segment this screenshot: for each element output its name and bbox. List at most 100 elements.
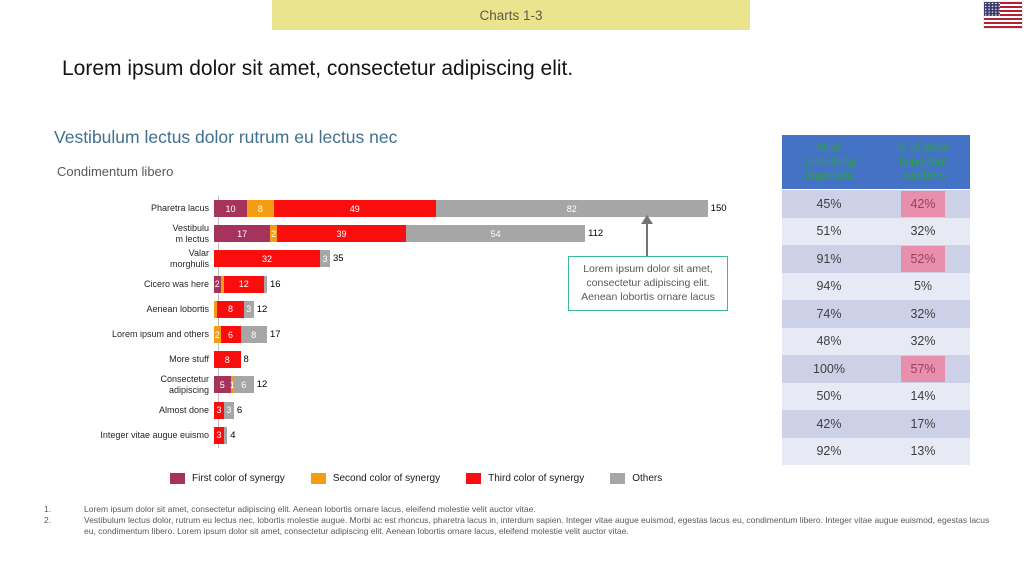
table-cell-col1: 45%: [816, 196, 842, 211]
bar-segment-others: [223, 426, 228, 444]
chart-category-label: Aenean lobortis: [146, 304, 209, 315]
legend-label: Others: [632, 473, 663, 484]
table-row: 92% 13%: [782, 437, 970, 465]
table-cell-col2: 52%: [876, 245, 970, 273]
footnote-number: 1.: [44, 504, 52, 514]
table-body: 45% 42% 51% 32% 91% 52% 94% 5% 74% 32% 48% 32% 100% 5…: [782, 190, 970, 465]
bar-total-label: 6: [236, 404, 243, 416]
bar-segment-third: 3: [214, 401, 224, 419]
highlighted-value: 57%: [901, 355, 945, 382]
chart-row: Cicero was here 2 12 16: [40, 272, 740, 297]
footnote-item: 2. Vestibulum lectus dolor, rutrum eu lec…: [44, 515, 996, 537]
bar-total-label: 35: [332, 253, 344, 265]
table-header-cell: % of something important: [802, 141, 856, 182]
bar-total-label: 16: [270, 278, 281, 290]
bar-segment-others: 3: [223, 401, 234, 419]
bar-segment-third: 6: [220, 326, 241, 344]
table-cell-col1: 42%: [816, 416, 842, 431]
bar-segment-second: 2: [214, 326, 221, 344]
chart-row: Valar morghulis 32 3 35: [40, 246, 740, 271]
bar-total-label: 150: [710, 203, 727, 215]
highlighted-value: 42%: [901, 190, 945, 217]
slide-title: Lorem ipsum dolor sit amet, consectetur …: [62, 57, 574, 80]
section-heading: Vestibulum lectus dolor rutrum eu lectus…: [54, 127, 398, 147]
bar-segment-first: 2: [214, 275, 221, 293]
us-flag-icon: [984, 2, 1022, 28]
legend-swatch-others: [610, 473, 626, 484]
bar-total-label: 17: [270, 329, 281, 341]
legend-item: First color of synergy: [170, 473, 285, 484]
bar-total-label: 4: [230, 429, 236, 441]
bar-segment-first: 10: [214, 200, 248, 218]
footnote-item: 1. Lorem ipsum dolor sit amet, consectetu…: [44, 504, 996, 515]
table-cell-col1: 48%: [816, 334, 842, 349]
bar-segment-second: [214, 300, 218, 318]
bar-segment-second: 2: [270, 225, 277, 243]
footnote-text: Vestibulum lectus dolor, rutrum eu lectu…: [84, 515, 990, 536]
chart-category-label: Integer vitae augue euismo: [100, 430, 209, 441]
footnote-number: 2.: [44, 515, 52, 525]
table-cell-col2: 32%: [910, 334, 936, 349]
bar-total-label: 12: [256, 379, 268, 391]
legend-swatch-first: [170, 473, 185, 484]
bar-segment-others: 82: [435, 200, 708, 218]
chart-row: Almost done 3 3 6: [40, 398, 740, 423]
bar-segment-others: 6: [233, 376, 254, 394]
bar-segment-third: 49: [273, 200, 436, 218]
legend-swatch-third: [466, 473, 482, 484]
percentages-table: % of something important % of other impor…: [782, 135, 970, 465]
bar-segment-second: 8: [247, 200, 274, 218]
table-row: 94% 5%: [782, 272, 970, 300]
chart-category-label: Cicero was here: [143, 278, 209, 289]
legend-label: Second color of synergy: [332, 473, 441, 484]
chart-axis-line: [218, 196, 219, 448]
table-cell-col1: 51%: [816, 224, 842, 239]
footnotes: 1. Lorem ipsum dolor sit amet, consectetu…: [44, 504, 996, 537]
bar-total-label: 12: [256, 303, 268, 315]
chart-category-label: Valar morghulis: [169, 248, 209, 269]
chart-row: More stuff 8 8: [40, 347, 740, 372]
slide-header-banner: Charts 1-3: [272, 0, 750, 30]
table-row: 45% 42%: [782, 190, 970, 218]
bar-stack: 10 8 49 82 150: [214, 200, 727, 218]
chart-category-label: Almost done: [158, 404, 209, 415]
table-cell-col2: 14%: [910, 389, 936, 404]
table-cell-col2: 17%: [910, 416, 936, 431]
table-cell-col2: 13%: [910, 444, 936, 459]
legend-swatch-second: [310, 473, 326, 484]
bar-segment-others: 3: [320, 250, 330, 268]
bar-stack: 32 3 35: [214, 250, 344, 268]
chart-row: Vestibulu m lectus 17 2 39 54 112: [40, 221, 740, 246]
table-cell-col2: 32%: [910, 224, 936, 239]
bar-segment-others: 3: [243, 300, 254, 318]
bar-segment-second: 1: [230, 376, 235, 394]
bar-segment-first: 5: [214, 376, 231, 394]
bar-segment-third: 3: [214, 426, 224, 444]
table-cell-col1: 100%: [813, 361, 845, 376]
bar-segment-others: [263, 275, 267, 293]
highlighted-value: 52%: [901, 245, 945, 272]
table-row: 42% 17%: [782, 410, 970, 438]
legend-label: First color of synergy: [192, 473, 285, 484]
table-cell-col1: 91%: [816, 251, 842, 266]
us-flag-canton: [984, 2, 1000, 16]
table-header-cell: % of other important numbers: [896, 141, 950, 182]
chart-category-label: Lorem ipsum and others: [111, 329, 209, 340]
bar-stack: 17 2 39 54 112: [214, 225, 603, 243]
table-row: 91% 52%: [782, 245, 970, 273]
table-row: 51% 32%: [782, 217, 970, 245]
bar-stack: 2 12 16: [214, 275, 281, 293]
bar-stack: 8 3 12: [214, 300, 268, 318]
banner-title: Charts 1-3: [479, 7, 543, 23]
legend-label: Third color of synergy: [488, 473, 585, 484]
callout-text: Lorem ipsum dolor sit amet, consectetur …: [581, 263, 715, 304]
table-cell-col2: 42%: [876, 190, 970, 218]
chart-title: Condimentum libero: [57, 164, 174, 179]
bar-segment-third: 8: [217, 300, 244, 318]
chart-row: Consectetur adipiscing 5 1 6 12: [40, 372, 740, 397]
chart-row: Aenean lobortis 8 3 12: [40, 297, 740, 322]
bar-segment-third: 8: [214, 351, 241, 369]
bar-segment-third: 39: [276, 225, 407, 243]
